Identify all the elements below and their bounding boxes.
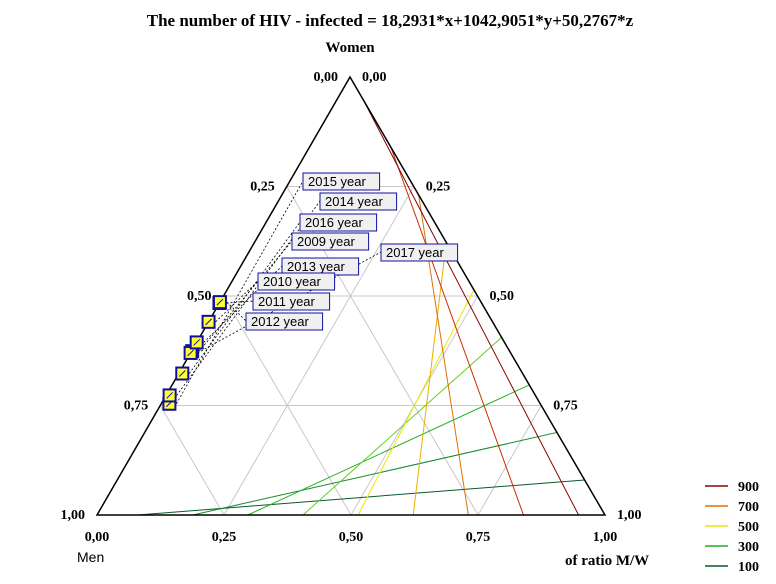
callout-box-2 xyxy=(299,213,378,232)
tick-right-1: 0,75 xyxy=(553,399,578,414)
marker-slash-6 xyxy=(205,318,212,326)
contour-200 xyxy=(192,431,558,516)
women-axis-label: Women xyxy=(325,40,375,56)
callout-box-4 xyxy=(380,243,459,262)
point-8: 2012 year xyxy=(212,295,324,331)
contour-500 xyxy=(357,289,475,516)
point-label-1: 2014 year xyxy=(325,194,383,209)
tick-bottom-2: 0,50 xyxy=(339,530,364,545)
contour-100 xyxy=(137,479,585,516)
legend: 900 700 500 300 100 xyxy=(705,480,759,575)
contour-400 xyxy=(302,337,502,516)
callout-line-0 xyxy=(176,180,304,404)
tick-left-2: 0,50 xyxy=(187,289,212,304)
callout-line-8 xyxy=(226,301,247,322)
point-2: 2016 year xyxy=(175,213,378,381)
contour-700 xyxy=(418,194,469,516)
marker-slash-2 xyxy=(178,370,186,377)
tick-bottom-3: 0,75 xyxy=(466,530,491,545)
grid-line-ratio-0 xyxy=(223,186,415,516)
legend-item-100: 100 xyxy=(705,560,759,575)
callout-line-6 xyxy=(215,280,259,323)
point-label-6: 2010 year xyxy=(263,274,321,289)
point-label-7: 2011 year xyxy=(258,294,316,309)
point-label-0: 2015 year xyxy=(308,174,366,189)
legend-item-300: 300 xyxy=(705,540,759,555)
grid-line-men-1 xyxy=(223,295,352,516)
callout-line-2 xyxy=(188,221,301,374)
legend-item-900: 900 xyxy=(705,480,759,495)
tick-left-0: 0,00 xyxy=(314,70,339,85)
contour-600 xyxy=(412,242,447,516)
contour-lines xyxy=(137,99,585,516)
marker-slash-8 xyxy=(216,298,224,306)
callout-box-3 xyxy=(291,232,370,251)
legend-label-3: 300 xyxy=(738,540,759,555)
axis-ticks: 0,00 0,25 0,50 0,75 1,00 0,00 0,25 0,50 0,75 1,00… xyxy=(61,70,642,545)
grid-line-men-2 xyxy=(159,405,225,516)
marker-slash-5 xyxy=(193,339,201,346)
legend-label-2: 500 xyxy=(738,520,759,535)
callout-line-7 xyxy=(226,300,254,304)
point-label-3: 2009 year xyxy=(297,234,355,249)
contour-300 xyxy=(247,384,530,516)
legend-label-0: 900 xyxy=(738,480,759,495)
data-points: 2015 year 2014 year 2016 year 2009 year 2017… xyxy=(162,172,459,411)
tick-right-3: 0,25 xyxy=(426,180,451,195)
callout-box-8 xyxy=(245,312,324,331)
point-5: 2013 year xyxy=(189,257,360,350)
callout-box-7 xyxy=(252,292,331,311)
tick-right-0: 1,00 xyxy=(617,508,642,523)
point-label-2: 2016 year xyxy=(305,215,363,230)
legend-label-4: 100 xyxy=(738,560,759,575)
grid-line-ratio-2 xyxy=(477,405,542,516)
point-label-8: 2012 year xyxy=(251,314,309,329)
callout-line-3 xyxy=(198,240,293,352)
tick-left-1: 0,25 xyxy=(250,180,275,195)
tick-bottom-1: 0,25 xyxy=(212,530,237,545)
callout-box-1 xyxy=(319,192,398,211)
tick-bottom-4: 1,00 xyxy=(593,530,618,545)
callout-box-6 xyxy=(257,272,336,291)
callout-box-0 xyxy=(302,172,381,191)
point-label-4: 2017 year xyxy=(386,245,444,260)
point-1: 2014 year xyxy=(162,192,398,403)
legend-item-500: 500 xyxy=(705,520,759,535)
tick-left-4: 1,00 xyxy=(61,508,86,523)
point-0: 2015 year xyxy=(162,172,381,411)
contour-900 xyxy=(362,99,580,516)
contour-800 xyxy=(390,147,524,516)
ratio-axis-label: of ratio M/W xyxy=(565,553,649,569)
legend-label-1: 700 xyxy=(738,500,759,515)
tick-bottom-0: 0,00 xyxy=(85,530,110,545)
men-axis-label: Men xyxy=(77,549,104,565)
marker-slash-4 xyxy=(187,349,194,357)
chart-title: The number of HIV - infected = 18,2931*x… xyxy=(147,11,634,30)
tick-left-3: 0,75 xyxy=(124,399,149,414)
point-6: 2010 year xyxy=(201,272,336,329)
legend-item-700: 700 xyxy=(705,500,759,515)
marker-slash-1 xyxy=(166,392,173,399)
point-label-5: 2013 year xyxy=(287,259,345,274)
tick-right-2: 0,50 xyxy=(490,289,515,304)
tick-right-4: 0,00 xyxy=(362,70,387,85)
